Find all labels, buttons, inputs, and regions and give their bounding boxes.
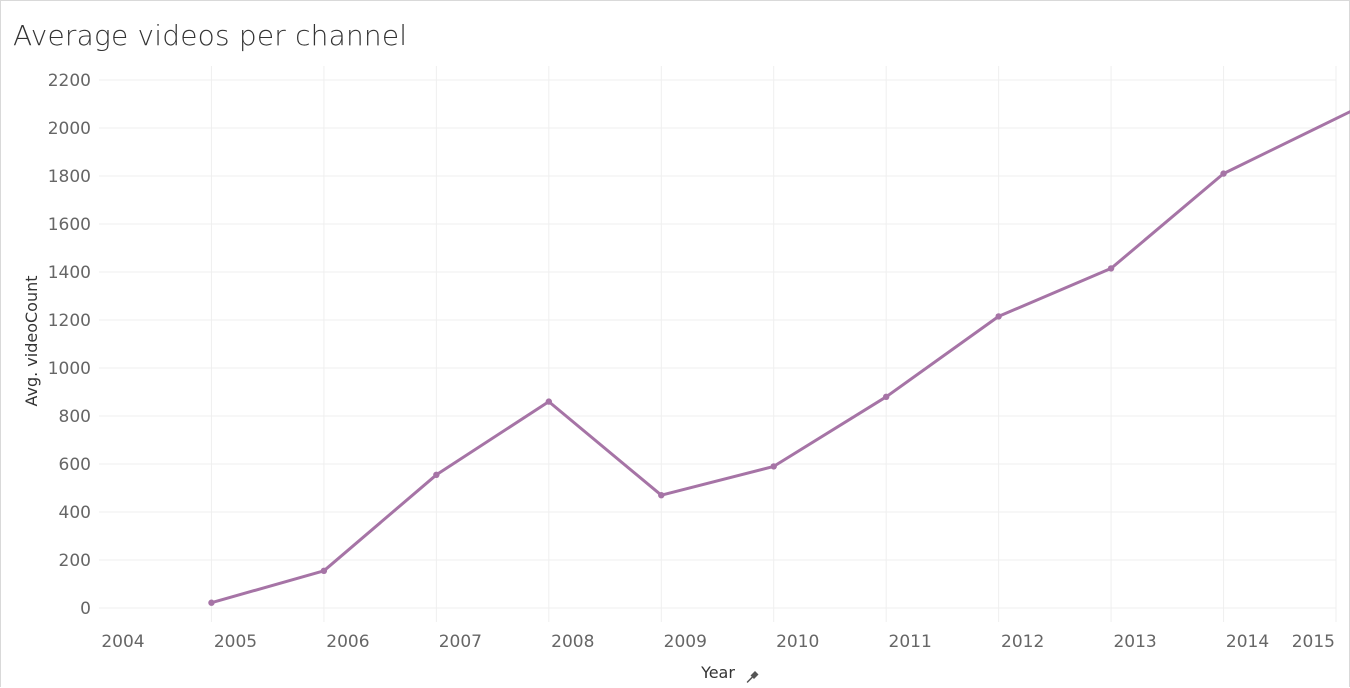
x-tick-label: 2015 [1292,632,1335,652]
x-axis-ticks: 2004 2005 2006 2007 2008 2009 2010 2011 2012 2013… [101,632,1335,652]
data-point[interactable] [658,492,665,499]
y-tick-label: 1200 [48,311,91,331]
data-point[interactable] [1220,170,1227,177]
y-tick-label: 800 [59,407,91,427]
chart-title: Average videos per channel [13,19,408,52]
y-axis-ticks: 0 200 400 600 800 1000 1200 1400 1600 1800 2000 220… [48,71,91,619]
x-tick-label: 2014 [1226,632,1269,652]
x-axis-title: Year [700,663,735,682]
y-tick-label: 400 [59,503,91,523]
y-tick-label: 200 [59,551,91,571]
x-tick-label: 2009 [664,632,707,652]
data-point[interactable] [1107,265,1115,272]
data-point[interactable] [433,471,440,478]
data-point[interactable] [320,567,328,574]
data-point[interactable] [770,463,777,470]
x-tick-label: 2005 [214,632,257,652]
x-tick-label: 2007 [439,632,482,652]
y-tick-label: 600 [59,455,91,475]
x-tick-label: 2011 [889,632,932,652]
y-tick-label: 2000 [48,119,91,139]
data-point[interactable] [995,313,1002,320]
x-tick-label: 2004 [101,632,144,652]
series-line [210,110,1350,605]
y-tick-label: 1600 [48,215,91,235]
y-tick-label: 1800 [48,167,91,187]
y-tick-label: 1400 [48,263,91,283]
grid-lines [99,66,1337,622]
pin-icon[interactable] [746,671,759,683]
y-tick-label: 1000 [48,359,91,379]
data-point[interactable] [545,398,553,405]
y-tick-label: 0 [80,599,91,619]
x-tick-label: 2006 [326,632,369,652]
data-point[interactable] [882,393,890,400]
x-tick-label: 2010 [776,632,819,652]
series-layer [208,110,1350,606]
y-tick-label: 2200 [48,71,91,91]
x-tick-label: 2012 [1001,632,1044,652]
data-point[interactable] [208,599,215,606]
x-tick-label: 2013 [1113,632,1156,652]
y-axis-title: Avg. videoCount [22,275,41,406]
x-tick-label: 2008 [551,632,594,652]
